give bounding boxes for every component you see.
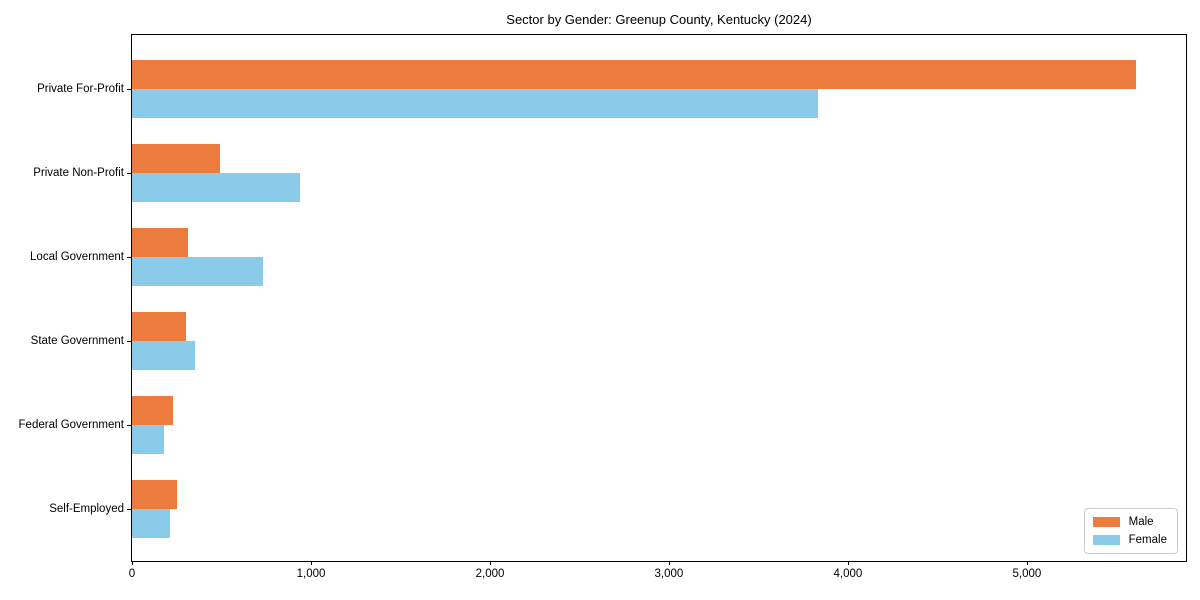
female-bar-state-government (132, 341, 195, 370)
y-tick (127, 172, 131, 174)
legend-label-male: Male (1128, 516, 1154, 528)
x-tick-label: 1,000 (296, 568, 326, 580)
legend-entry-male: Male (1092, 516, 1167, 528)
legend-label-female: Female (1128, 534, 1167, 546)
plot-area: Male Female Private For-Profit Private Non… (19, 34, 1187, 580)
female-bar-federal-government (132, 425, 165, 454)
male-legend-swatch (1092, 517, 1120, 527)
male-bar-private-for-profit (132, 60, 1137, 89)
y-tick-label-local-government: Local Government (30, 251, 124, 263)
male-bar-private-non-profit (132, 144, 220, 173)
x-tick (668, 561, 670, 565)
y-tick (127, 424, 131, 426)
x-tick-label: 5,000 (1012, 568, 1042, 580)
male-bar-federal-government (132, 396, 174, 425)
female-bar-private-for-profit (132, 89, 818, 118)
y-tick (127, 340, 131, 342)
male-bar-state-government (132, 312, 186, 341)
y-tick (127, 256, 131, 258)
legend-entry-female: Female (1092, 534, 1167, 546)
x-tick (311, 561, 312, 565)
y-tick-label-state-government: State Government (30, 335, 124, 347)
y-tick-label-federal-government: Federal Government (18, 419, 124, 431)
x-tick (1026, 561, 1028, 565)
female-bar-private-non-profit (132, 173, 301, 202)
legend: Male Female (1083, 508, 1178, 554)
x-tick-label: 0 (128, 568, 136, 580)
female-legend-swatch (1092, 535, 1120, 545)
male-bar-self-employed (132, 480, 177, 509)
female-bar-local-government (132, 257, 263, 286)
male-bar-local-government (132, 228, 189, 257)
y-tick (127, 508, 131, 510)
x-tick (132, 561, 133, 565)
y-tick-label-self-employed: Self-Employed (49, 503, 124, 515)
x-tick-label: 3,000 (654, 568, 684, 580)
y-tick-label-private-non-profit: Private Non-Profit (33, 167, 124, 179)
x-tick (490, 561, 491, 565)
female-bar-self-employed (132, 509, 170, 538)
x-tick-label: 2,000 (475, 568, 505, 580)
y-tick-label-private-for-profit: Private For-Profit (37, 83, 124, 95)
y-tick (127, 88, 131, 90)
chart-title: Sector by Gender: Greenup County, Kentuc… (506, 12, 812, 27)
x-tick (847, 561, 849, 565)
x-tick-label: 4,000 (833, 568, 863, 580)
